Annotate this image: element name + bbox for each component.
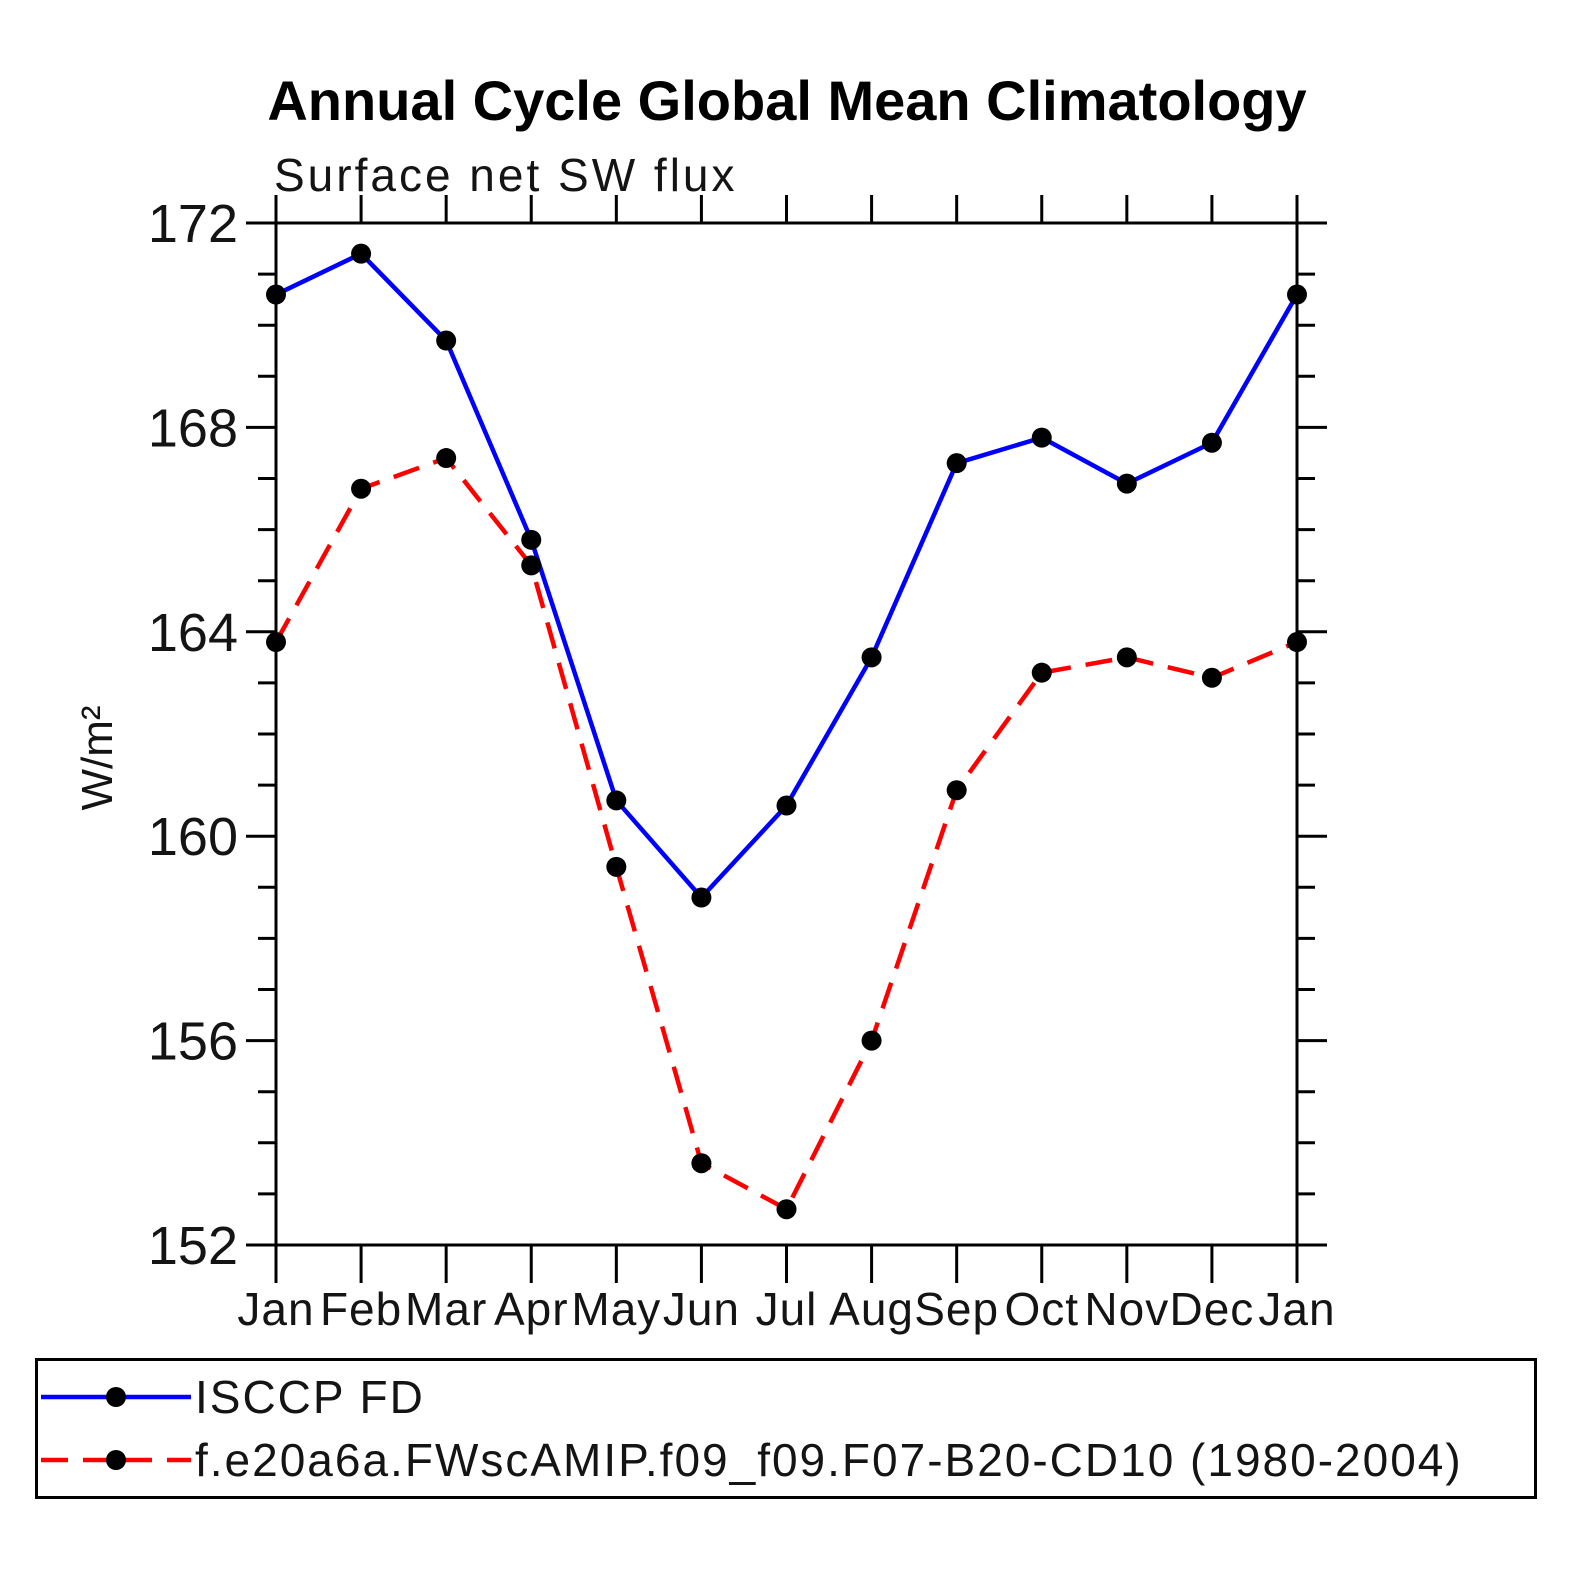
data-point xyxy=(1201,432,1222,453)
x-tick-label: Oct xyxy=(1004,1283,1079,1335)
x-tick-label: Jul xyxy=(756,1283,818,1335)
data-point xyxy=(266,284,286,305)
legend-box: ISCCP FD f.e20a6a.FWscAMIP.f09_f09.F07-B2… xyxy=(35,1358,1537,1499)
data-point xyxy=(1116,473,1137,494)
chart-title: Annual Cycle Global Mean Climatology xyxy=(267,69,1307,132)
data-point xyxy=(946,780,967,801)
y-tick-label: 152 xyxy=(148,1216,238,1276)
data-point xyxy=(436,330,457,351)
x-tick-label: Jun xyxy=(663,1283,740,1335)
data-point xyxy=(351,478,372,499)
data-point xyxy=(691,887,712,908)
x-tick-label: Jan xyxy=(1258,1283,1335,1335)
data-point xyxy=(1201,667,1222,688)
x-tick-label: Mar xyxy=(405,1283,487,1335)
x-tick-label: Feb xyxy=(320,1283,402,1335)
data-point xyxy=(521,529,542,550)
data-point xyxy=(861,1030,882,1051)
data-point xyxy=(606,790,627,811)
x-tick-label: Dec xyxy=(1170,1283,1255,1335)
data-point xyxy=(946,453,967,474)
data-point xyxy=(691,1153,712,1174)
legend-line-sample xyxy=(41,1450,191,1470)
data-point xyxy=(776,795,797,816)
data-point xyxy=(436,448,457,469)
data-point xyxy=(606,856,627,877)
data-point xyxy=(266,632,286,653)
data-point xyxy=(1287,284,1307,305)
x-tick-label: Aug xyxy=(829,1283,914,1335)
x-tick-label: Apr xyxy=(494,1283,569,1335)
data-point xyxy=(351,243,372,264)
x-tick-label: May xyxy=(571,1283,661,1335)
y-tick-label: 172 xyxy=(148,194,238,254)
plot-frame xyxy=(274,221,1299,1247)
x-tick-label: Sep xyxy=(914,1283,999,1335)
legend-entry: ISCCP FD xyxy=(41,1370,1534,1424)
legend-marker-icon xyxy=(106,1450,126,1470)
legend-entry: f.e20a6a.FWscAMIP.f09_f09.F07-B20-CD10 (… xyxy=(41,1433,1534,1487)
data-point xyxy=(521,555,542,576)
data-point xyxy=(1116,647,1137,668)
y-axis-label: W/m² xyxy=(73,705,122,810)
chart-subtitle: Surface net SW flux xyxy=(274,149,738,201)
data-point xyxy=(776,1199,797,1220)
x-tick-label: Jan xyxy=(237,1283,314,1335)
data-point xyxy=(1031,662,1052,683)
legend-marker-icon xyxy=(106,1387,126,1407)
y-tick-label: 164 xyxy=(148,603,238,663)
legend-line-sample xyxy=(41,1387,191,1407)
legend-label: f.e20a6a.FWscAMIP.f09_f09.F07-B20-CD10 (… xyxy=(195,1434,1463,1486)
data-point xyxy=(861,647,882,668)
data-point xyxy=(1031,427,1052,448)
data-point xyxy=(1287,632,1307,653)
legend-label: ISCCP FD xyxy=(195,1371,425,1423)
x-tick-label: Nov xyxy=(1084,1283,1169,1335)
series-line xyxy=(274,455,1298,1212)
y-tick-label: 168 xyxy=(148,398,238,458)
y-tick-label: 160 xyxy=(148,807,238,867)
y-tick-label: 156 xyxy=(148,1012,238,1072)
